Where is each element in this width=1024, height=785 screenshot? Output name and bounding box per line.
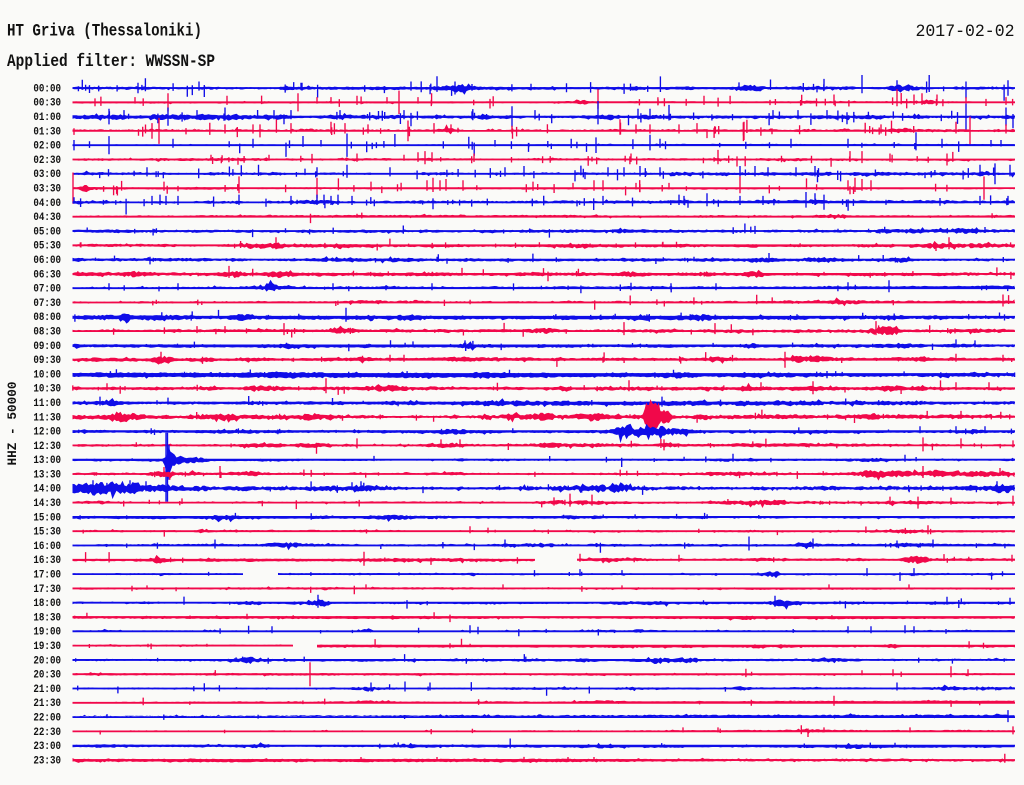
svg-text:16:30: 16:30 [33,555,61,567]
svg-text:01:30: 01:30 [33,126,61,138]
svg-text:13:00: 13:00 [33,455,61,467]
svg-text:04:00: 04:00 [33,198,61,210]
svg-text:17:30: 17:30 [33,584,61,596]
svg-text:22:00: 22:00 [33,713,61,725]
svg-text:09:30: 09:30 [33,355,61,367]
svg-text:20:00: 20:00 [33,655,61,667]
svg-text:07:00: 07:00 [33,284,61,296]
svg-text:19:00: 19:00 [33,627,61,639]
svg-text:04:30: 04:30 [33,212,61,224]
svg-text:12:00: 12:00 [33,427,61,439]
svg-text:08:30: 08:30 [33,327,61,339]
svg-text:11:00: 11:00 [33,398,61,410]
svg-text:01:00: 01:00 [33,112,61,124]
svg-text:07:30: 07:30 [33,298,61,310]
svg-text:12:30: 12:30 [33,441,61,453]
svg-text:22:30: 22:30 [33,727,61,739]
svg-text:03:30: 03:30 [33,184,61,196]
svg-text:03:00: 03:00 [33,169,61,181]
svg-text:19:30: 19:30 [33,641,61,653]
svg-text:14:30: 14:30 [33,498,61,510]
svg-text:06:00: 06:00 [33,255,61,267]
svg-text:17:00: 17:00 [33,570,61,582]
svg-text:06:30: 06:30 [33,269,61,281]
svg-text:09:00: 09:00 [33,341,61,353]
svg-text:Applied filter: WWSSN-SP: Applied filter: WWSSN-SP [7,52,215,72]
svg-text:23:30: 23:30 [33,755,61,767]
svg-text:21:00: 21:00 [33,684,61,696]
svg-text:02:00: 02:00 [33,141,61,153]
svg-text:HHZ - 50000: HHZ - 50000 [6,382,20,466]
svg-text:23:00: 23:00 [33,741,61,753]
svg-text:08:00: 08:00 [33,312,61,324]
svg-text:21:30: 21:30 [33,698,61,710]
svg-text:16:00: 16:00 [33,541,61,553]
svg-text:02:30: 02:30 [33,155,61,167]
svg-text:20:30: 20:30 [33,670,61,682]
svg-text:18:00: 18:00 [33,598,61,610]
svg-text:HT Griva (Thessaloniki): HT Griva (Thessaloniki) [7,22,202,42]
svg-text:15:00: 15:00 [33,512,61,524]
svg-text:05:00: 05:00 [33,226,61,238]
svg-text:05:30: 05:30 [33,241,61,253]
svg-text:18:30: 18:30 [33,612,61,624]
svg-text:2017-02-02: 2017-02-02 [916,22,1015,42]
svg-text:14:00: 14:00 [33,484,61,496]
svg-text:00:00: 00:00 [33,83,61,95]
svg-text:10:30: 10:30 [33,384,61,396]
svg-text:00:30: 00:30 [33,98,61,110]
svg-text:10:00: 10:00 [33,369,61,381]
svg-text:13:30: 13:30 [33,469,61,481]
svg-text:15:30: 15:30 [33,527,61,539]
svg-text:11:30: 11:30 [33,412,61,424]
